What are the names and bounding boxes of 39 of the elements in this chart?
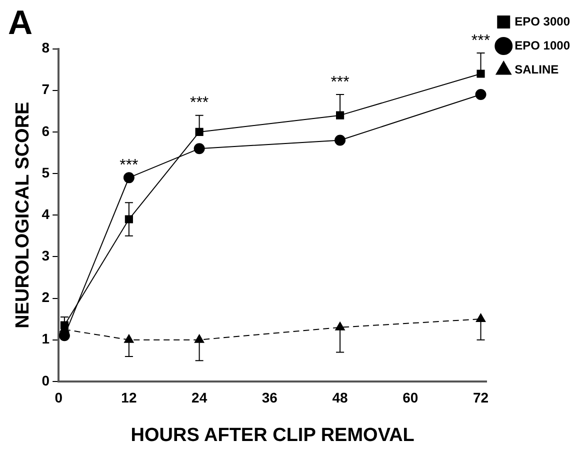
point: [124, 215, 133, 224]
legend-label: EPO 3000: [514, 14, 570, 28]
x-tick-label: 60: [402, 390, 418, 406]
annotation: ***: [471, 32, 490, 50]
x-tick-label: 24: [192, 390, 208, 406]
point: [60, 321, 68, 330]
y-axis-title: NEUROLOGICAL SCORE: [12, 102, 34, 328]
point: [124, 334, 134, 343]
point: [194, 143, 205, 154]
point: [195, 128, 204, 136]
legend-label: EPO 1000: [514, 38, 570, 52]
x-tick-label: 36: [262, 390, 278, 406]
y-tick-label: 0: [42, 372, 50, 388]
y-tick-label: 8: [42, 40, 50, 56]
point: [476, 70, 485, 78]
point: [123, 172, 134, 184]
point: [334, 134, 346, 146]
y-tick-label: 5: [42, 164, 50, 180]
point: [194, 334, 204, 343]
x-tick-label: 48: [332, 390, 348, 406]
y-tick-label: 4: [42, 206, 50, 222]
annotation: ***: [330, 74, 350, 91]
x-tick-label: 12: [121, 390, 137, 406]
y-tick-label: 1: [42, 330, 50, 347]
y-tick-label: 6: [42, 122, 50, 139]
annotation: ***: [120, 157, 138, 174]
legend-label: SALINE: [514, 62, 559, 76]
x-tick-label: 0: [54, 390, 63, 406]
point: [476, 314, 486, 322]
y-tick-label: 7: [42, 81, 50, 98]
point: [336, 111, 344, 120]
x-axis-title: HOURS AFTER CLIP REMOVAL: [130, 424, 415, 446]
point: [335, 322, 345, 330]
x-tick-label: 72: [472, 390, 489, 406]
annotation: ***: [190, 94, 209, 112]
point: [475, 89, 486, 100]
chart-title: A: [8, 4, 33, 42]
y-tick-label: 3: [42, 248, 50, 264]
y-tick-label: 2: [42, 289, 50, 306]
